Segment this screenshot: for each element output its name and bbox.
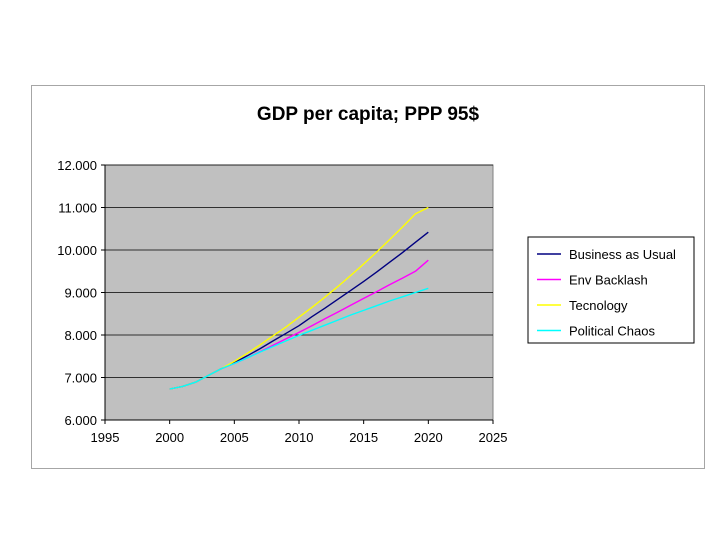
x-tick-label: 2005	[220, 430, 249, 445]
legend-label: Business as Usual	[569, 247, 676, 262]
legend: Business as Usual Env Backlash Tecnology Po…	[527, 236, 695, 344]
y-tick-label: 6.000	[64, 413, 97, 428]
legend-label: Tecnology	[569, 298, 628, 313]
x-tick-label: 2020	[414, 430, 443, 445]
chart-svg: GDP per capita; PPP 95$ 6.000 7.000 8.000 9…	[57, 104, 695, 445]
series-lines	[169, 206, 429, 390]
legend-label: Political Chaos	[569, 324, 655, 339]
y-tick-label: 10.000	[57, 243, 97, 258]
legend-label: Env Backlash	[569, 273, 648, 288]
y-tick-label: 9.000	[64, 286, 97, 301]
chart-title: GDP per capita; PPP 95$	[257, 104, 480, 125]
x-tick-label: 2010	[285, 430, 314, 445]
axes: 6.000 7.000 8.000 9.000 10.000 11.000 12.000 19…	[57, 158, 507, 445]
x-tick-label: 2025	[479, 430, 508, 445]
y-tick-label: 11.000	[58, 201, 97, 216]
y-tick-label: 12.000	[57, 158, 97, 173]
x-tick-label: 2000	[155, 430, 184, 445]
series-line-political-chaos	[169, 287, 429, 390]
x-tick-label: 2015	[349, 430, 378, 445]
x-tick-label: 1995	[91, 430, 120, 445]
y-tick-label: 7.000	[64, 371, 97, 386]
y-tick-label: 8.000	[64, 328, 97, 343]
plot-area	[104, 164, 494, 421]
chart-frame: GDP per capita; PPP 95$ 6.000 7.000 8.000 9…	[31, 85, 705, 469]
